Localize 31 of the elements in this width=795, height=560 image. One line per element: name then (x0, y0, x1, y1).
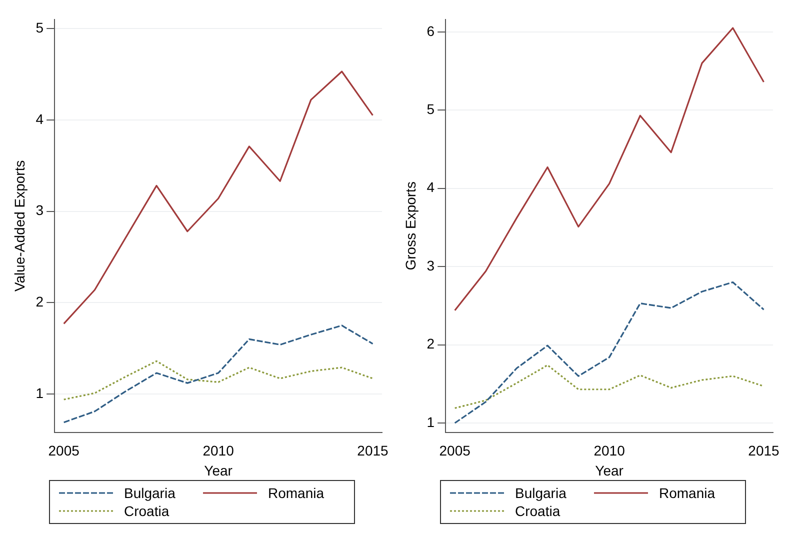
x-axis-title: Year (204, 462, 233, 478)
y-tick-label: 3 (36, 202, 44, 218)
y-tick-label: 2 (36, 294, 44, 310)
y-axis-title: Value-Added Exports (11, 160, 28, 292)
line-series (63, 360, 374, 400)
x-tick-label: 2010 (594, 442, 626, 459)
y-tick-label: 4 (36, 110, 44, 127)
line-series (454, 364, 765, 409)
x-tick-label: 2010 (202, 442, 234, 459)
y-tick-label: 4 (426, 179, 435, 196)
line-series (63, 324, 374, 424)
legend-label: Croatia (515, 503, 560, 519)
y-tick-label: 3 (426, 257, 435, 274)
legend-label: Bulgaria (515, 485, 566, 501)
y-tick-label: 5 (426, 100, 435, 117)
legend-label: Romania (659, 485, 716, 501)
y-tick-label: 2 (426, 336, 435, 352)
y-axis-title: Gross Exports (402, 182, 418, 270)
legend-label: Bulgaria (124, 485, 176, 501)
legend-label: Croatia (124, 503, 170, 519)
y-tick-label: 1 (36, 384, 44, 401)
y-tick-label: 1 (426, 414, 435, 430)
x-tick-label: 2005 (439, 442, 471, 459)
x-tick-label: 2005 (48, 442, 80, 459)
legend-label: Romania (268, 485, 324, 501)
x-axis-title: Year (595, 462, 624, 478)
y-tick-label: 6 (426, 22, 435, 39)
line-series (454, 281, 765, 424)
x-tick-label: 2015 (357, 442, 389, 459)
y-tick-label: 5 (36, 19, 44, 36)
x-tick-label: 2015 (748, 442, 780, 459)
